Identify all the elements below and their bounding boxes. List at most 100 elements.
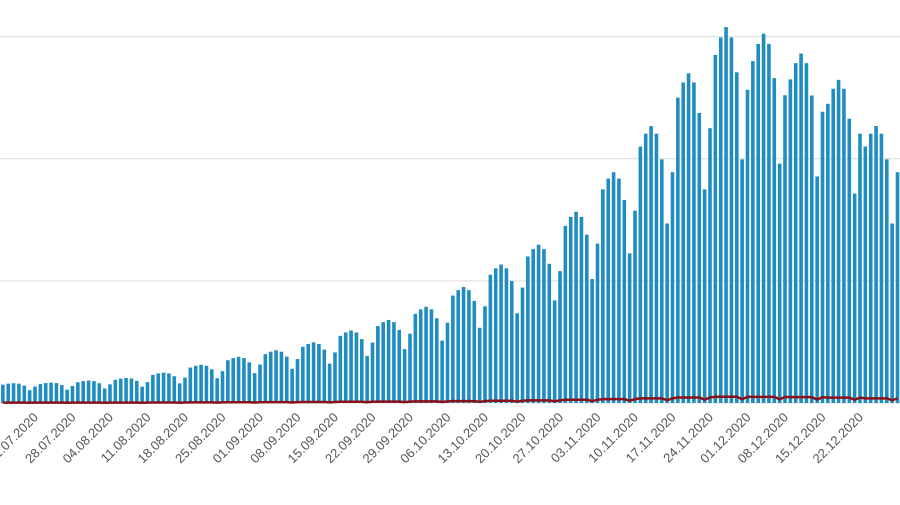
bar: [43, 383, 48, 403]
bar: [327, 363, 332, 403]
bar: [788, 79, 793, 403]
bar: [424, 306, 428, 403]
bar: [643, 133, 648, 404]
bar: [734, 72, 739, 403]
bar: [547, 263, 552, 403]
bar: [317, 344, 321, 403]
bar: [526, 256, 530, 403]
bar: [451, 295, 455, 403]
bar: [595, 243, 600, 403]
bar: [59, 385, 64, 403]
bar: [799, 53, 803, 404]
bar: [552, 300, 557, 403]
bar: [676, 97, 680, 404]
bar: [461, 286, 466, 403]
bar: [531, 249, 536, 403]
bar: [456, 290, 461, 403]
bar: [418, 309, 423, 403]
bar: [520, 287, 525, 403]
bar: [874, 126, 878, 404]
bar: [359, 339, 364, 403]
bar: [836, 79, 841, 403]
bar: [509, 281, 514, 403]
bar: [767, 43, 771, 404]
bar: [633, 210, 637, 403]
bar: [815, 176, 819, 403]
bar: [65, 389, 69, 403]
bar: [499, 264, 503, 403]
bar: [167, 373, 171, 403]
bar: [681, 82, 686, 403]
bar: [649, 126, 653, 404]
bar: [868, 133, 873, 404]
bar: [708, 128, 712, 403]
bar: [54, 383, 59, 403]
bar: [558, 271, 562, 403]
bar: [697, 112, 702, 403]
bar: [472, 300, 477, 403]
bar: [809, 95, 814, 404]
bar: [793, 63, 798, 404]
bar: [354, 332, 359, 403]
bar: [601, 189, 605, 403]
bar: [306, 344, 311, 403]
bar: [284, 356, 289, 403]
bar: [279, 351, 284, 403]
bar: [349, 330, 353, 403]
bar: [188, 367, 193, 403]
bar: [568, 217, 573, 403]
bar: [408, 333, 412, 403]
bar: [113, 379, 118, 403]
bar: [665, 223, 669, 403]
bar: [724, 27, 728, 404]
bar: [579, 217, 584, 403]
bar: [242, 358, 246, 403]
bar: [151, 374, 155, 403]
bar: [247, 362, 252, 403]
bar: [761, 33, 766, 404]
bar: [1, 384, 5, 403]
bar: [86, 380, 91, 403]
bar: [686, 73, 691, 403]
bar: [847, 118, 852, 404]
bar: [713, 54, 718, 404]
bar: [563, 225, 568, 403]
bar: [220, 371, 225, 403]
bar: [638, 146, 643, 403]
bar: [11, 383, 16, 403]
bar: [161, 372, 166, 403]
bar: [654, 133, 659, 404]
bar: [365, 355, 369, 403]
bar: [311, 342, 316, 403]
bar: [76, 382, 80, 403]
bar: [740, 159, 744, 403]
bar: [467, 290, 471, 403]
bar: [134, 380, 139, 403]
bar: [434, 318, 439, 403]
bar: [826, 103, 830, 403]
bar: [215, 378, 219, 403]
bar: [804, 63, 809, 404]
bar: [863, 146, 868, 403]
bar: [590, 279, 594, 403]
bar: [884, 159, 889, 403]
bar: [209, 369, 214, 403]
bar: [252, 373, 257, 403]
bar: [386, 319, 391, 403]
bar: [370, 342, 375, 403]
bar: [322, 349, 327, 403]
bar: [488, 274, 493, 403]
bar: [290, 368, 294, 403]
bar: [97, 383, 102, 403]
bar: [617, 178, 621, 403]
bar: [102, 388, 107, 403]
bar: [542, 249, 546, 403]
bar: [193, 365, 198, 403]
bar: [504, 268, 509, 403]
bar: [858, 133, 862, 404]
bar: [397, 329, 402, 403]
bar: [376, 326, 380, 403]
bar: [895, 172, 900, 403]
bar: [274, 350, 278, 403]
bar: [263, 354, 268, 403]
